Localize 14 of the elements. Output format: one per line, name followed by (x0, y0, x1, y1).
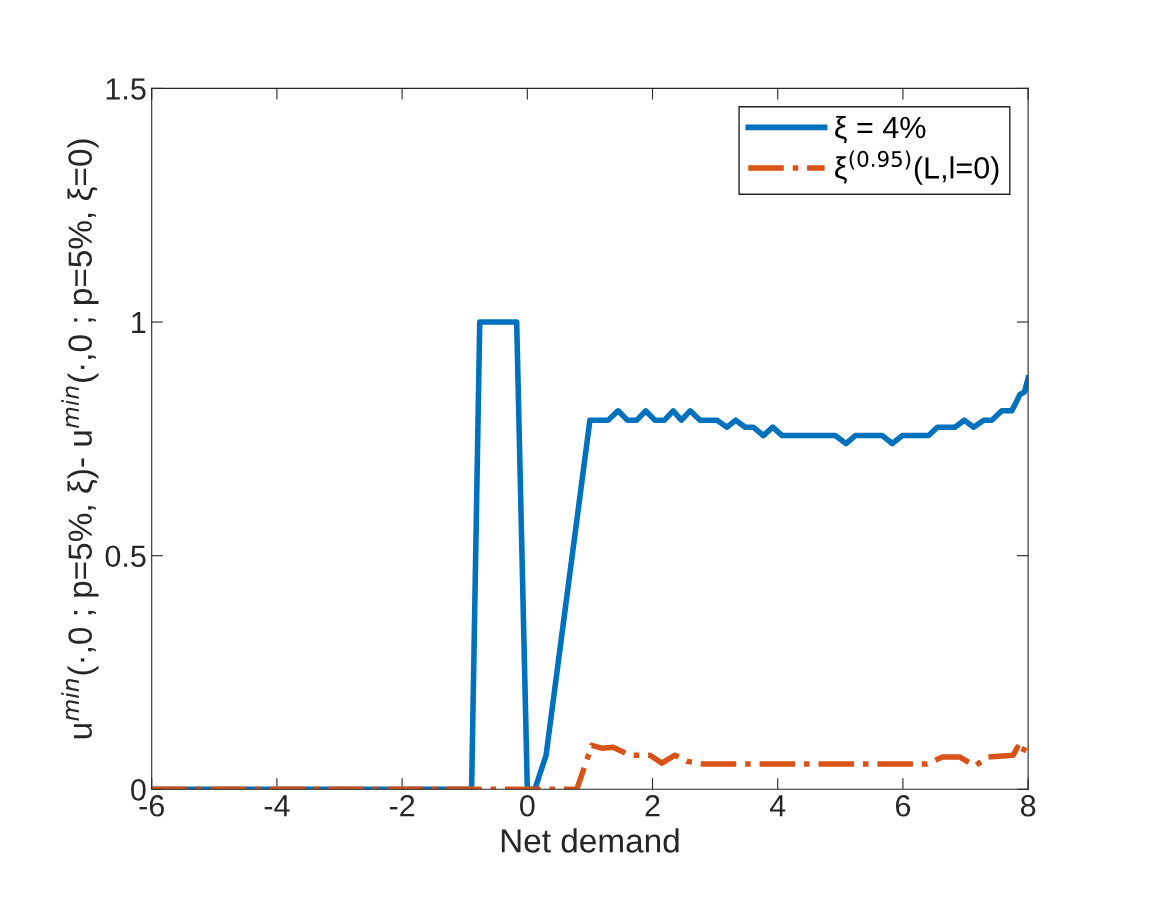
y-axis-title: u$^{min}$(·,0 ; p=5%, ξ)- u$^{min}$(·,0 ; p=5%, ξ=0) (61, 139, 99, 739)
legend-label: ξ = 4% (835, 115, 926, 144)
y-tick-label: 1.5 (106, 78, 146, 100)
x-tick-label: 8 (1020, 794, 1036, 817)
y-tick-label: 0.5 (105, 545, 146, 568)
y-tick-label: 1 (132, 312, 146, 334)
x-tick-label: -2 (389, 794, 415, 817)
x-tick-label: 6 (895, 794, 911, 817)
x-axis-title: Net demand (501, 828, 679, 853)
x-tick-label: -4 (264, 795, 290, 817)
x-tick-label: 2 (645, 794, 660, 817)
legend-label: ξ$^{(0.95)}$(L,l=0) (835, 150, 999, 185)
x-tick-label: 0 (520, 794, 535, 817)
x-tick-label: 4 (769, 795, 786, 817)
